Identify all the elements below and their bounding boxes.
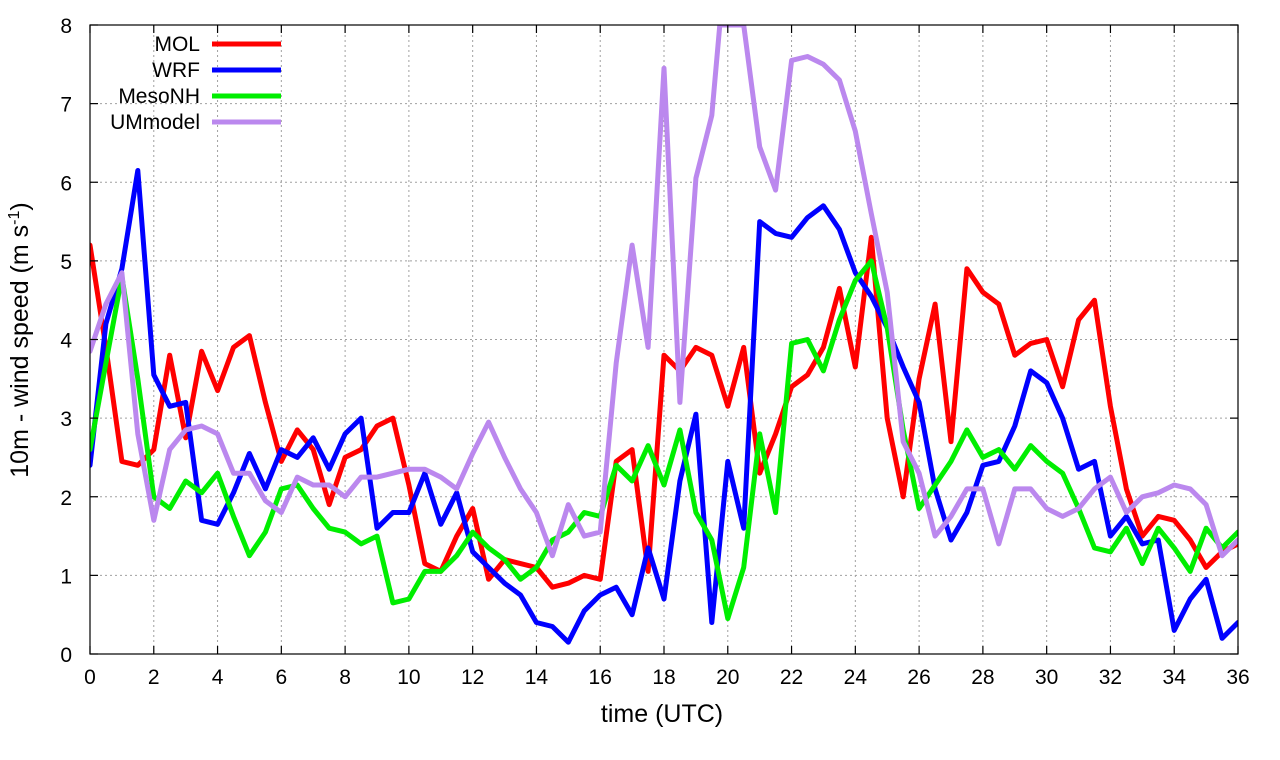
y-tick-label: 4 bbox=[60, 330, 72, 353]
y-tick-label: 7 bbox=[60, 94, 72, 117]
x-tick-label: 32 bbox=[1099, 666, 1122, 689]
series-line-ummodel bbox=[90, 25, 1238, 559]
legend-label-wrf: WRF bbox=[152, 59, 200, 82]
x-tick-label: 34 bbox=[1163, 666, 1187, 689]
y-axis-title: 10m - wind speed (m s-1) bbox=[6, 202, 34, 477]
series-line-wrf bbox=[90, 168, 1238, 645]
legend-label-mol: MOL bbox=[154, 33, 200, 56]
y-axis-title-end: ) bbox=[6, 202, 34, 210]
x-tick-label: 8 bbox=[339, 666, 351, 689]
x-tick-label: 28 bbox=[971, 666, 994, 689]
x-tick-label: 6 bbox=[275, 666, 287, 689]
series-lines bbox=[90, 25, 1238, 645]
y-axis-title-main: 10m - wind speed (m s bbox=[6, 225, 34, 478]
x-tick-label: 10 bbox=[397, 666, 420, 689]
y-tick-label: 5 bbox=[60, 251, 72, 274]
x-axis-title: time (UTC) bbox=[601, 700, 723, 728]
y-tick-label: 8 bbox=[60, 15, 72, 38]
legend-label-ummodel: UMmodel bbox=[110, 111, 200, 134]
x-tick-label: 24 bbox=[844, 666, 868, 689]
x-tick-label: 2 bbox=[148, 666, 160, 689]
y-axis-title-superscript: -1 bbox=[6, 211, 23, 225]
series-line-mol bbox=[90, 234, 1238, 590]
x-tick-label: 0 bbox=[84, 666, 96, 689]
x-tick-label: 22 bbox=[780, 666, 803, 689]
x-tick-label: 16 bbox=[589, 666, 612, 689]
x-tick-label: 12 bbox=[461, 666, 484, 689]
legend: MOL WRF MesoNH UMmodel bbox=[110, 33, 281, 134]
y-tick-label: 0 bbox=[60, 644, 72, 667]
x-tick-label: 30 bbox=[1035, 666, 1058, 689]
x-tick-label: 14 bbox=[525, 666, 549, 689]
x-tick-label: 18 bbox=[652, 666, 675, 689]
x-tick-label: 20 bbox=[716, 666, 739, 689]
y-tick-label: 1 bbox=[60, 565, 72, 588]
legend-label-mesonh: MesoNH bbox=[118, 85, 200, 108]
x-tick-label: 36 bbox=[1226, 666, 1249, 689]
axis-ticks: 0 2 4 6 8 10 12 14 16 18 20 22 24 26 28 30 32 34 360123456… bbox=[60, 15, 1249, 689]
series-line-mesonh bbox=[90, 258, 1238, 622]
y-tick-label: 3 bbox=[60, 408, 72, 431]
y-tick-label: 6 bbox=[60, 172, 72, 195]
y-tick-label: 2 bbox=[60, 487, 72, 510]
x-tick-label: 26 bbox=[907, 666, 930, 689]
x-tick-label: 4 bbox=[212, 666, 224, 689]
